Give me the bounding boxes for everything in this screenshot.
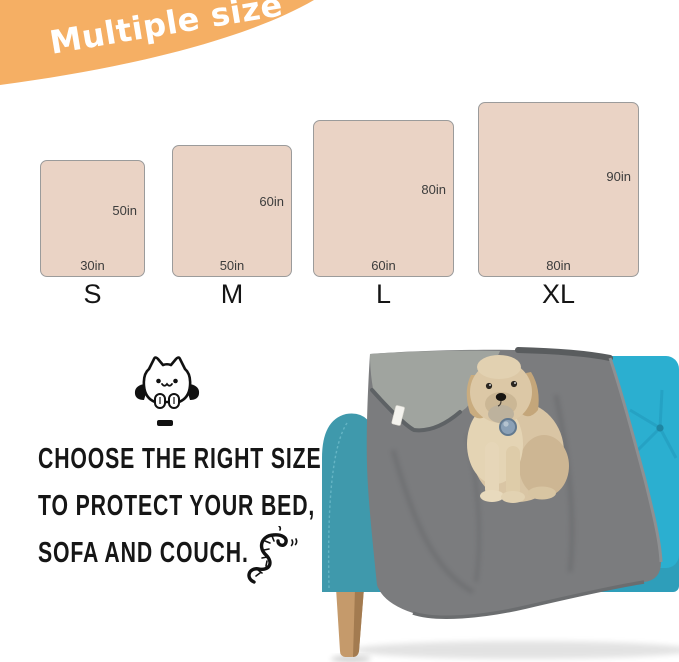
size-xl-bottom-dimension: 80in	[546, 258, 571, 273]
cat-doodle-icon	[134, 356, 200, 409]
worm-doodle-icon	[247, 526, 298, 584]
size-m-label: M	[220, 279, 244, 309]
size-m-bottom-dimension: 50in	[219, 258, 245, 273]
size-s-side-dimension: 50in	[112, 203, 137, 218]
size-l-bottom-dimension: 60in	[371, 258, 396, 273]
size-swatch-m: 60in 50in M	[172, 145, 292, 309]
caption-line-2: TO PROTECT YOUR BED,	[38, 489, 316, 522]
floor-shadow	[331, 641, 679, 662]
banner-shape	[0, 0, 314, 85]
couch-leg	[336, 588, 364, 657]
blanket-tag	[391, 405, 405, 426]
collar-pendant	[499, 418, 517, 436]
size-l-side-dimension: 80in	[421, 182, 446, 197]
size-s-bottom-dimension: 30in	[80, 258, 105, 273]
dash-icon	[157, 420, 173, 426]
caption-block: CHOOSE THE RIGHT SIZE TO PROTECT YOUR BE…	[38, 436, 372, 577]
caption-line-1: CHOOSE THE RIGHT SIZE	[38, 442, 322, 475]
size-swatch-l: 80in 60in L	[313, 120, 454, 309]
size-swatch-s: 50in 30in S	[40, 160, 145, 309]
tufting-button	[656, 424, 664, 432]
size-l-label: L	[375, 279, 392, 309]
product-photo	[322, 347, 679, 662]
size-swatch-xl: 90in 80in XL	[478, 102, 639, 309]
size-xl-side-dimension: 90in	[606, 169, 631, 184]
size-s-label: S	[83, 279, 102, 309]
size-m-side-dimension: 60in	[259, 194, 284, 209]
size-xl-label: XL	[541, 279, 576, 309]
dog	[466, 355, 569, 503]
caption-line-3: SOFA AND COUCH.	[38, 536, 249, 569]
